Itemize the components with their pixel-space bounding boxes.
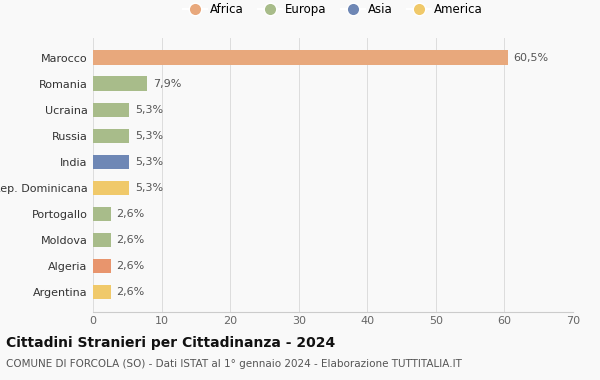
Text: 5,3%: 5,3%: [135, 105, 163, 115]
Bar: [93, 180, 130, 195]
Bar: [93, 103, 130, 117]
Bar: [93, 76, 147, 91]
Text: 5,3%: 5,3%: [135, 157, 163, 167]
Bar: [93, 207, 111, 221]
Text: 2,6%: 2,6%: [116, 235, 145, 245]
Text: 60,5%: 60,5%: [514, 52, 548, 63]
Bar: [93, 233, 111, 247]
Bar: [93, 128, 130, 143]
Text: 2,6%: 2,6%: [116, 261, 145, 271]
Text: 7,9%: 7,9%: [152, 79, 181, 89]
Text: 2,6%: 2,6%: [116, 287, 145, 297]
Bar: [93, 285, 111, 299]
Text: 2,6%: 2,6%: [116, 209, 145, 219]
Text: 5,3%: 5,3%: [135, 183, 163, 193]
Text: Cittadini Stranieri per Cittadinanza - 2024: Cittadini Stranieri per Cittadinanza - 2…: [6, 336, 335, 350]
Legend: Africa, Europa, Asia, America: Africa, Europa, Asia, America: [178, 0, 488, 21]
Bar: [93, 259, 111, 273]
Bar: [93, 51, 508, 65]
Text: COMUNE DI FORCOLA (SO) - Dati ISTAT al 1° gennaio 2024 - Elaborazione TUTTITALIA: COMUNE DI FORCOLA (SO) - Dati ISTAT al 1…: [6, 359, 462, 369]
Text: 5,3%: 5,3%: [135, 131, 163, 141]
Bar: [93, 155, 130, 169]
